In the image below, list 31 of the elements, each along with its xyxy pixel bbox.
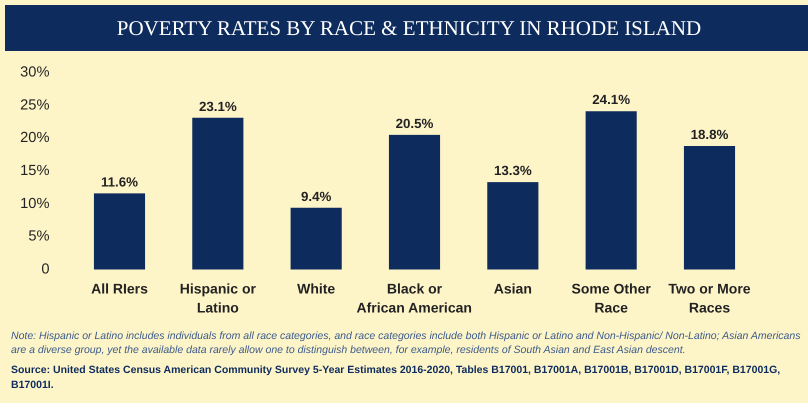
y-tick-label: 15% [20, 163, 50, 179]
y-tick-label: 5% [28, 228, 50, 245]
x-tick-label: Two or More Races [668, 280, 751, 316]
x-tick-label: White [297, 280, 336, 296]
x-tick-label: Some Other Race [571, 280, 652, 316]
x-tick-label: All RIers [91, 280, 148, 296]
x-tick-label: Hispanic or Latino [180, 280, 257, 316]
data-label: 13.3% [494, 163, 532, 178]
bar [192, 118, 244, 270]
data-label: 18.8% [690, 127, 729, 142]
x-tick-label: Black or African American [356, 280, 472, 316]
data-label: 23.1% [198, 98, 237, 114]
x-tick-label: Asian [494, 280, 532, 296]
data-label: 20.5% [396, 116, 434, 131]
data-label: 24.1% [592, 92, 630, 108]
y-tick-label: 10% [20, 196, 50, 212]
bar [388, 134, 440, 270]
bar [290, 208, 342, 270]
y-tick-label: 30% [20, 64, 50, 80]
y-tick-label: 25% [20, 97, 50, 114]
bar [487, 182, 538, 270]
text: Note: Hispanic or Latino includes individuals from all race categories, and race categories include both Hispanic or Latino and Non-Hispanic/ Non-Latino; Asian Americans are a diverse group, yet the available data rarely allow one to distinguish between, for example, residents of South Asian and East Asian descent. [11, 329, 801, 358]
data-label: 11.6% [100, 174, 138, 190]
chart-title: POVERTY RATES BY RACE & ETHNICITY IN RHODE ISLAND [116, 15, 702, 42]
y-tick-label: 20% [20, 130, 50, 146]
bar [684, 146, 736, 270]
y-tick-label: 0 [41, 262, 50, 278]
source-note: Source: United States Census American Community Survey 5-Year Estimates 2016-2020, Tables B17001, B17001A, B17001B, B17001D, B17001F, B17001G, B17001I. [11, 363, 782, 392]
data-label: 9.4% [300, 188, 332, 204]
bar [586, 111, 637, 270]
bar [94, 193, 146, 270]
